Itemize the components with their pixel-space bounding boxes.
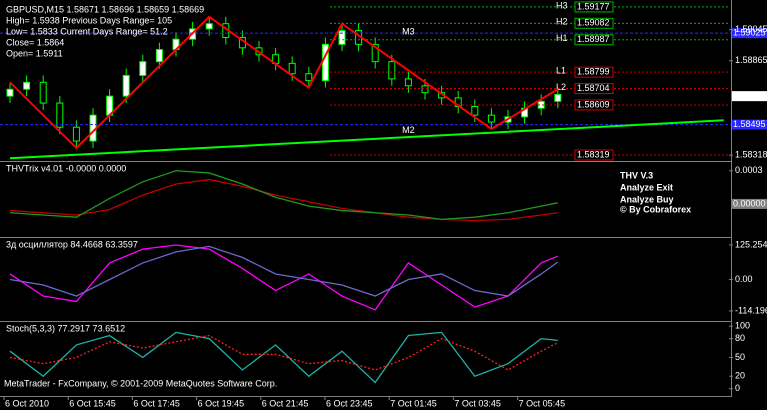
level-name: H3 <box>556 0 568 10</box>
level-name: L1 <box>556 66 566 76</box>
level-box <box>574 66 614 78</box>
panel-title: THVTrix v4.01 -0.0000 0.0000 <box>6 163 126 173</box>
y-tick-label: 0.0003 <box>735 165 763 175</box>
level-box <box>574 149 614 161</box>
candle-body <box>388 61 396 80</box>
marker-label: M2 <box>402 125 415 135</box>
candle-body <box>371 43 379 63</box>
panel-title: 3д осциллятор 84.4668 63.3597 <box>6 239 138 249</box>
level-name: L2 <box>556 82 566 92</box>
marker-label: M3 <box>402 27 415 37</box>
candle-body <box>155 49 163 63</box>
line-label: 1.59025 <box>733 28 766 38</box>
footer: MetaTrader - FxCompany, © 2001-2009 Meta… <box>4 378 277 388</box>
candle-body <box>122 74 130 97</box>
candle-body <box>554 93 562 102</box>
candle-body <box>23 81 31 90</box>
info-line: High= 1.5938 Previous Days Range= 105 <box>6 15 172 25</box>
indicator-line <box>9 170 558 221</box>
y-tick-label: 125.2546 <box>735 239 767 249</box>
candle-body <box>56 102 64 128</box>
y-tick-label: 20 <box>735 371 745 381</box>
y-tick-label: 1.58318 <box>735 150 767 160</box>
indicator-line <box>9 244 559 311</box>
candle-body <box>6 88 14 97</box>
candle-body <box>139 61 147 76</box>
y-tick-label: 50 <box>735 352 745 362</box>
level-box <box>574 34 614 46</box>
current-value-label: 0.00000 <box>733 198 766 208</box>
panel-title: GBPUSD,M15 1.58671 1.58696 1.58659 1.586… <box>6 4 204 14</box>
line-label-box <box>732 28 767 39</box>
panel-title: Stoch(5,3,3) 77.2917 73.6512 <box>6 323 125 333</box>
time-label: 6 Oct 15:45 <box>69 398 116 408</box>
y-tick-label: -114.1962 <box>735 305 767 315</box>
y-tick-label: 0.00 <box>735 274 753 284</box>
candle-body <box>471 106 479 116</box>
level-box <box>574 17 614 29</box>
level-value: 1.58609 <box>577 99 610 109</box>
level-value: 1.58704 <box>577 83 610 93</box>
time-label: 7 Oct 05:45 <box>519 398 566 408</box>
y-tick-label: 100 <box>735 321 750 331</box>
time-label: 6 Oct 23:45 <box>326 398 373 408</box>
watermark-text: THV V.3 <box>620 170 653 180</box>
level-value: 1.58987 <box>577 34 610 44</box>
info-line: Low= 1.5833 Current Days Range= 51.2 <box>6 26 168 36</box>
current-value-box <box>732 91 767 102</box>
candle-body <box>39 81 47 104</box>
level-name: H1 <box>556 33 568 43</box>
trend-line <box>9 119 724 160</box>
level-value: 1.59082 <box>577 18 610 28</box>
time-label: 6 Oct 17:45 <box>133 398 180 408</box>
time-label: 7 Oct 01:45 <box>390 398 437 408</box>
candle-body <box>205 23 213 30</box>
info-line: Close= 1.5864 <box>6 37 64 47</box>
candle-body <box>338 30 346 45</box>
level-value: 1.58319 <box>577 149 610 159</box>
zigzag <box>9 15 559 150</box>
line-label-box <box>732 119 767 130</box>
level-box <box>574 1 614 13</box>
time-label: 6 Oct 19:45 <box>198 398 245 408</box>
candle-body <box>404 78 412 87</box>
level-value: 1.59177 <box>577 1 610 11</box>
watermark-text: © By Cobraforex <box>620 204 691 214</box>
y-tick-label: 0 <box>735 383 740 393</box>
y-tick-label: 80 <box>735 333 745 343</box>
indicator-line <box>9 178 558 222</box>
level-name: H2 <box>556 17 568 27</box>
current-value-box <box>732 198 767 209</box>
level-value: 1.58799 <box>577 67 610 77</box>
candle-body <box>487 114 495 123</box>
watermark-text: Analyze Buy <box>620 194 674 204</box>
candle-body <box>72 126 80 142</box>
time-label: 7 Oct 03:45 <box>454 398 501 408</box>
info-line: Open= 1.5911 <box>6 48 63 58</box>
line-label: 1.58495 <box>733 119 766 129</box>
level-box <box>574 99 614 111</box>
indicator-line <box>9 245 559 297</box>
current-value-label: 1.58660 <box>733 91 766 101</box>
time-label: 6 Oct 2010 <box>5 398 49 408</box>
candle-body <box>288 62 296 75</box>
y-tick-label: 1.58865 <box>735 55 767 65</box>
level-box <box>574 83 614 95</box>
y-tick-label: 1.59045 <box>735 24 767 34</box>
indicator-line <box>9 331 558 384</box>
candle-body <box>305 73 313 82</box>
candle-body <box>421 85 429 94</box>
time-label: 6 Oct 21:45 <box>262 398 309 408</box>
watermark-text: Analyze Exit <box>620 182 673 192</box>
